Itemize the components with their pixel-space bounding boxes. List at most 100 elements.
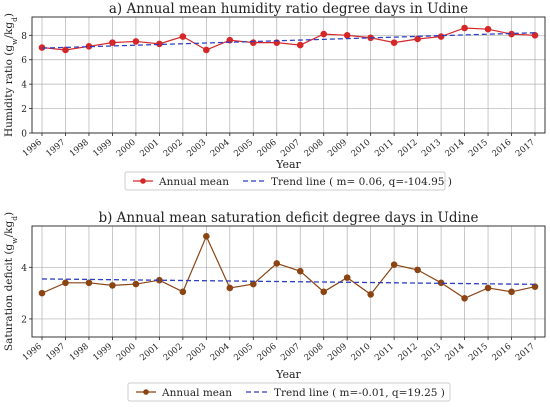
x-tick-label: 2006 [256,138,279,160]
data-point [226,284,234,292]
x-tick-label: 2004 [209,342,232,364]
y-tick-label: 4 [21,81,27,91]
x-tick-label: 2001 [138,138,161,160]
data-point [461,294,468,302]
x-tick-label: 1999 [91,342,114,364]
data-point [343,274,351,281]
legend: Annual mean Trend line ( m= 0.06, q=-104.… [124,171,452,191]
trend-line [41,278,536,285]
data-point [414,35,421,43]
data-point [343,32,351,39]
y-tick-label: 2 [21,105,27,115]
legend-label: Annual mean [158,176,229,188]
data-point [390,261,398,269]
data-point [320,30,328,38]
data-point [62,279,69,287]
data-point [367,291,374,298]
legend-swatch-marker [140,178,146,184]
x-tick-label: 2006 [256,342,279,364]
x-tick-label: 2009 [326,342,349,364]
legend-box [127,382,451,402]
x-tick-label: 1998 [68,138,91,160]
x-tick-label: 2015 [467,138,490,160]
data-point [38,289,46,297]
data-point [203,233,210,240]
legend-label: Trend line ( m=-0.01, q=19.25 ) [274,387,445,399]
data-point [296,41,304,49]
data-point [109,39,116,46]
series-line-annual-mean [41,234,536,299]
x-tick-label: 1996 [21,138,44,160]
data-point [249,39,257,46]
legend-box [124,171,446,191]
data-point [62,46,69,54]
data-point [414,266,421,274]
x-tick-label: 2008 [303,342,326,364]
data-point [531,283,539,290]
legend-label: Trend line ( m= 0.06, q=-104.95 ) [271,176,452,188]
x-tick-label: 2013 [420,342,443,364]
data-point [179,288,187,296]
legend-label: Annual mean [161,387,232,399]
x-tick-label: 2010 [350,138,373,160]
data-point [132,280,140,288]
trend-line [41,32,536,49]
data-point [109,282,116,289]
x-tick-label: 2002 [162,138,185,160]
x-tick-label: 2010 [350,342,373,364]
data-point [249,280,257,288]
x-tick-label: 2016 [490,342,513,364]
x-tick-label: 2014 [443,138,466,160]
x-tick-label: 2009 [326,138,349,160]
x-tick-label: 2014 [443,342,466,364]
x-tick-label: 1997 [44,342,67,364]
data-point [484,25,492,33]
data-point [132,38,140,45]
plot-frame [31,225,546,338]
x-tick-label: 2007 [279,138,302,160]
x-tick-label: 2016 [490,138,513,160]
x-tick-label: 2011 [373,342,396,364]
data-point [461,24,468,32]
data-point [179,33,187,40]
chart-title: b) Annual mean saturation deficit degree… [98,210,478,226]
x-tick-label: 1996 [21,342,44,364]
chart-title: a) Annual mean humidity ratio degree day… [109,1,468,17]
data-point [296,267,304,275]
x-tick-label: 2007 [279,342,302,364]
data-point [203,46,210,54]
y-tick-label: 6 [21,56,27,66]
x-tick-label: 2013 [420,138,443,160]
x-tick-label: 2012 [397,138,420,160]
x-tick-label: 2011 [373,138,396,160]
x-tick-label: 1998 [68,342,91,364]
chart-panel-a: a) Annual mean humidity ratio degree day… [3,1,546,191]
data-point [156,40,163,48]
x-tick-label: 2000 [115,138,138,160]
data-point [531,32,539,39]
x-tick-label: 2004 [209,138,232,160]
y-tick-label: 2 [21,315,27,325]
x-tick-label: 2008 [303,138,326,160]
data-point [390,39,398,46]
legend-swatch-marker [143,389,149,395]
data-point [437,33,445,40]
x-tick-label: 1997 [44,138,67,160]
data-point [85,279,93,287]
data-point [226,36,234,44]
x-tick-label: 2017 [514,138,537,160]
x-tick-label: 2002 [162,342,185,364]
y-axis-label: Saturation deficit (gw/kgd) [3,212,19,351]
y-tick-label: 8 [21,32,27,42]
series-line-annual-mean [41,27,536,51]
chart-panel-b: b) Annual mean saturation deficit degree… [3,210,546,402]
data-point [320,288,328,296]
x-tick-label: 2005 [232,138,255,160]
x-tick-label: 2003 [185,138,208,160]
x-tick-label: 2015 [467,342,490,364]
x-tick-label: 2003 [185,342,208,364]
x-tick-label: 2017 [514,342,537,364]
x-tick-label: 2005 [232,342,255,364]
y-axis-label: Humidity ratio (gw/kgd) [3,13,19,137]
